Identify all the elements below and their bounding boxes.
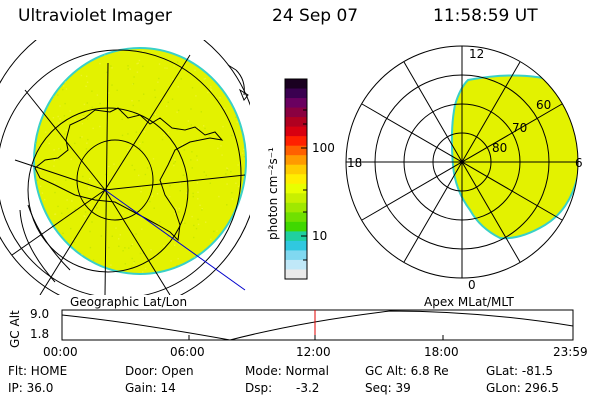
colorbar-segment bbox=[285, 145, 307, 156]
colorbar-segment bbox=[285, 269, 307, 280]
altitude-curve bbox=[61, 310, 574, 341]
status-gc-alt: GC Alt: 6.8 Re bbox=[365, 364, 449, 378]
lat-circle-outer bbox=[0, 49, 242, 295]
colorbar-segment bbox=[285, 231, 307, 242]
colorbar-segment bbox=[285, 136, 307, 147]
mlat-label-80: 80 bbox=[492, 141, 508, 155]
mlt-label-12: 12 bbox=[469, 47, 485, 61]
altitude-xtick-1800: 18:00 bbox=[424, 345, 459, 359]
colorbar-segment bbox=[285, 155, 307, 166]
instrument-title: Ultraviolet Imager bbox=[18, 6, 172, 26]
colorbar-segment bbox=[285, 202, 307, 213]
altitude-ytick-high: 9.0 bbox=[30, 307, 50, 321]
lat-circle-inner bbox=[76, 139, 154, 221]
status-dsp-label: Dsp: bbox=[245, 381, 273, 395]
mlt-label-18: 18 bbox=[347, 156, 363, 170]
polar-plot bbox=[345, 45, 579, 279]
colorbar-segment bbox=[285, 164, 307, 175]
terminator-line bbox=[104, 189, 246, 291]
colorbar-tick-10: 10 bbox=[312, 229, 328, 243]
colorbar-segment bbox=[285, 250, 307, 261]
auroral-image-disk bbox=[33, 47, 247, 275]
time-label: 11:58:59 UT bbox=[433, 6, 538, 26]
altitude-xtick-0000: 00:00 bbox=[43, 345, 78, 359]
apex-label: Apex MLat/MLT bbox=[424, 295, 514, 309]
mlat-label-70: 70 bbox=[512, 121, 528, 135]
colorbar-unit-label: photon cm⁻²s⁻¹ bbox=[266, 147, 280, 240]
status-seq: Seq: 39 bbox=[365, 381, 411, 395]
status-glon: GLon: 296.5 bbox=[486, 381, 559, 395]
colorbar-segment bbox=[285, 183, 307, 194]
altitude-ylabel: GC Alt bbox=[8, 310, 22, 348]
mlt-label-6: 6 bbox=[575, 156, 583, 170]
mlat-label-60: 60 bbox=[536, 98, 552, 112]
geographic-label: Geographic Lat/Lon bbox=[70, 295, 188, 309]
colorbar bbox=[285, 79, 307, 280]
altitude-xtick-1200: 12:00 bbox=[296, 345, 331, 359]
meridian-line bbox=[104, 62, 109, 295]
colorbar-segment bbox=[285, 98, 307, 109]
status-ip: IP: 36.0 bbox=[8, 381, 54, 395]
colorbar-segment bbox=[285, 259, 307, 271]
colorbar-segment bbox=[285, 193, 307, 204]
colorbar-segment bbox=[285, 221, 307, 232]
status-glat: GLat: -81.5 bbox=[486, 364, 553, 378]
status-gain: Gain: 14 bbox=[125, 381, 176, 395]
colorbar-segment bbox=[285, 174, 307, 185]
status-mode: Mode: Normal bbox=[245, 364, 329, 378]
antarctica-coastline bbox=[34, 107, 224, 242]
colorbar-tick-100: 100 bbox=[312, 141, 335, 155]
colorbar-segment bbox=[285, 240, 307, 252]
colorbar-segment bbox=[285, 212, 307, 223]
altitude-xtick-0600: 06:00 bbox=[170, 345, 205, 359]
status-dsp-value: -3.2 bbox=[296, 381, 320, 395]
colorbar-segment bbox=[285, 88, 307, 99]
colorbar-segment bbox=[285, 117, 307, 128]
colorbar-segment bbox=[285, 107, 307, 118]
lat-circle-mid bbox=[27, 107, 189, 273]
colorbar-segment bbox=[285, 126, 307, 137]
colorbar-segment bbox=[285, 79, 307, 90]
altitude-ytick-low: 1.8 bbox=[30, 327, 50, 341]
mlt-label-0: 0 bbox=[468, 278, 476, 292]
geographic-map bbox=[0, 40, 250, 295]
status-flt: Flt: HOME bbox=[8, 364, 68, 378]
altitude-xtick-2359: 23:59 bbox=[553, 345, 588, 359]
altitude-plot bbox=[61, 309, 574, 341]
status-door: Door: Open bbox=[125, 364, 194, 378]
date-label: 24 Sep 07 bbox=[272, 6, 359, 26]
